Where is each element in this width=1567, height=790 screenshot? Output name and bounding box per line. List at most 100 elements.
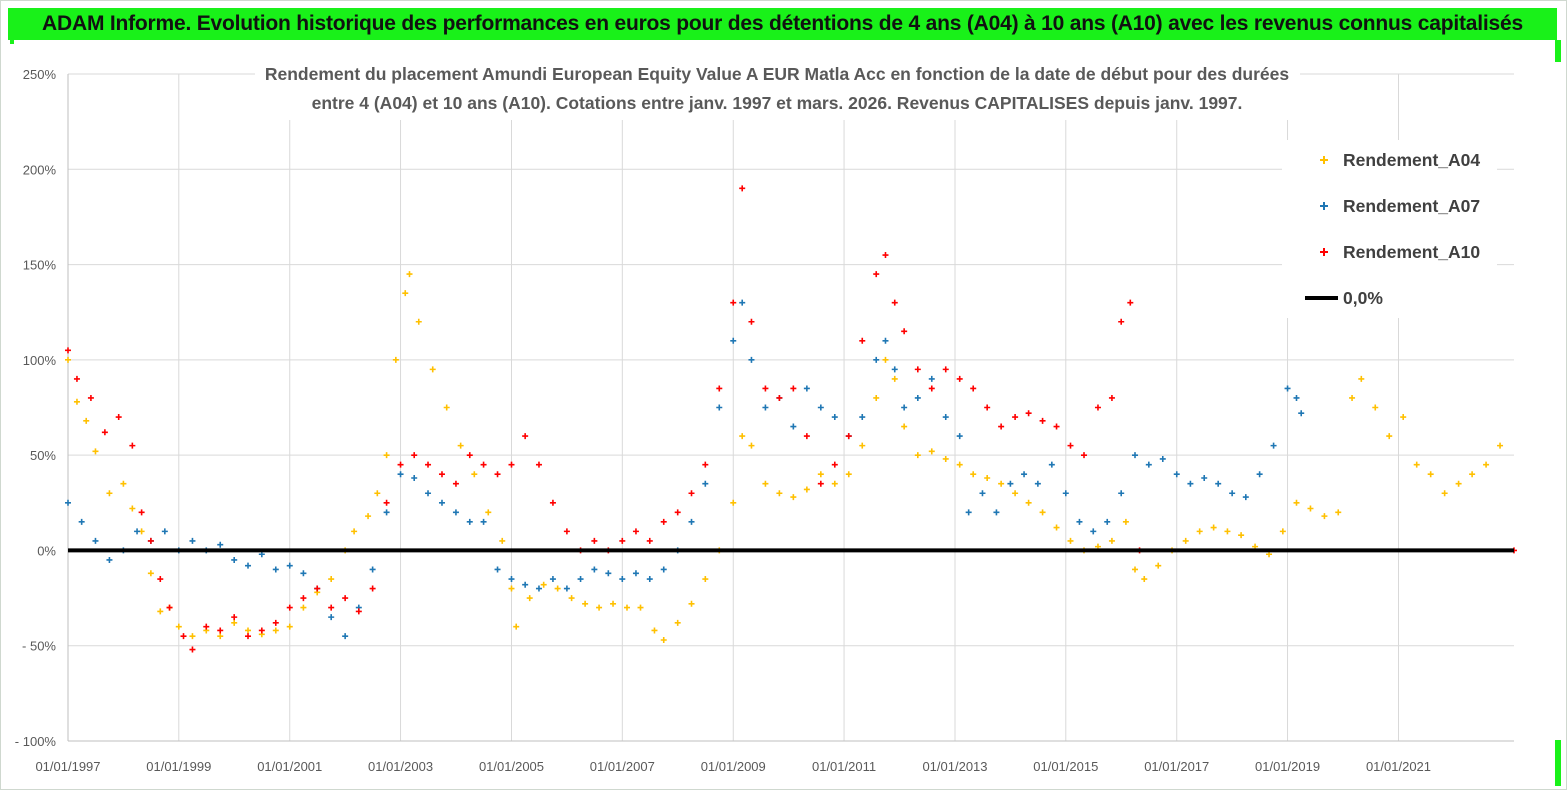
point-rendement-a04 xyxy=(859,442,866,449)
point-rendement-a10 xyxy=(129,442,136,449)
point-rendement-a04 xyxy=(970,471,977,478)
point-rendement-a04 xyxy=(1182,537,1189,544)
point-rendement-a04 xyxy=(415,318,422,325)
point-rendement-a10 xyxy=(1127,299,1134,306)
legend-box xyxy=(1282,140,1497,318)
legend: Rendement_A04 Rendement_A07 Rendement_A10 0… xyxy=(1282,140,1497,318)
point-rendement-a07 xyxy=(632,570,639,577)
point-rendement-a10 xyxy=(1053,423,1060,430)
point-rendement-a10 xyxy=(882,252,889,259)
point-rendement-a07 xyxy=(688,518,695,525)
point-rendement-a07 xyxy=(161,528,168,535)
point-rendement-a07 xyxy=(286,562,293,569)
point-rendement-a07 xyxy=(1270,442,1277,449)
point-rendement-a04 xyxy=(1372,404,1379,411)
point-rendement-a04 xyxy=(513,623,520,630)
point-rendement-a07 xyxy=(762,404,769,411)
point-rendement-a10 xyxy=(748,318,755,325)
point-rendement-a04 xyxy=(1349,394,1356,401)
point-rendement-a07 xyxy=(494,566,501,573)
point-rendement-a10 xyxy=(508,461,515,468)
point-rendement-a04 xyxy=(1335,509,1342,516)
point-rendement-a04 xyxy=(231,619,238,626)
x-tick-label: 01/01/2013 xyxy=(922,759,987,774)
point-rendement-a07 xyxy=(1284,385,1291,392)
point-rendement-a10 xyxy=(138,509,145,516)
point-rendement-a10 xyxy=(998,423,1005,430)
point-rendement-a04 xyxy=(1238,532,1245,539)
point-rendement-a10 xyxy=(300,595,307,602)
point-rendement-a04 xyxy=(1196,528,1203,535)
point-rendement-a04 xyxy=(406,271,413,278)
point-rendement-a10 xyxy=(873,271,880,278)
point-rendement-a04 xyxy=(499,537,506,544)
point-rendement-a07 xyxy=(619,576,626,583)
point-rendement-a07 xyxy=(78,518,85,525)
x-tick-label: 01/01/1999 xyxy=(146,759,211,774)
chart-title-line1: Rendement du placement Amundi European E… xyxy=(265,64,1290,84)
point-rendement-a10 xyxy=(1108,394,1115,401)
point-rendement-a07 xyxy=(1242,494,1249,501)
point-rendement-a04 xyxy=(73,398,80,405)
y-tick-label: 200% xyxy=(23,162,57,177)
point-rendement-a07 xyxy=(739,299,746,306)
point-rendement-a10 xyxy=(231,614,238,621)
point-rendement-a07 xyxy=(993,509,1000,516)
point-rendement-a07 xyxy=(790,423,797,430)
point-rendement-a04 xyxy=(610,600,617,607)
point-rendement-a04 xyxy=(1141,576,1148,583)
point-rendement-a10 xyxy=(383,499,390,506)
point-rendement-a10 xyxy=(901,328,908,335)
point-rendement-a04 xyxy=(402,290,409,297)
point-rendement-a04 xyxy=(328,576,335,583)
point-rendement-a10 xyxy=(591,537,598,544)
point-rendement-a10 xyxy=(1012,414,1019,421)
point-rendement-a10 xyxy=(217,627,224,634)
point-rendement-a07 xyxy=(272,566,279,573)
point-rendement-a10 xyxy=(549,499,556,506)
point-rendement-a07 xyxy=(563,585,570,592)
point-rendement-a10 xyxy=(914,366,921,373)
point-rendement-a04 xyxy=(748,442,755,449)
point-rendement-a10 xyxy=(702,461,709,468)
point-rendement-a04 xyxy=(984,475,991,482)
point-rendement-a10 xyxy=(65,347,71,354)
point-rendement-a07 xyxy=(1118,490,1125,497)
x-tick-label: 01/01/2007 xyxy=(590,759,655,774)
point-rendement-a07 xyxy=(522,581,529,588)
point-rendement-a10 xyxy=(342,595,349,602)
point-rendement-a07 xyxy=(748,356,755,363)
point-rendement-a04 xyxy=(1053,524,1060,531)
point-rendement-a07 xyxy=(803,385,810,392)
point-rendement-a10 xyxy=(1081,452,1088,459)
point-rendement-a04 xyxy=(365,513,372,520)
point-rendement-a07 xyxy=(965,509,972,516)
corner-accent-right-top xyxy=(1555,40,1561,62)
point-rendement-a07 xyxy=(891,366,898,373)
point-rendement-a04 xyxy=(702,576,709,583)
point-rendement-a07 xyxy=(342,633,349,640)
point-rendement-a07 xyxy=(1104,518,1111,525)
legend-label-rendement-a10: Rendement_A10 xyxy=(1343,242,1480,262)
point-rendement-a04 xyxy=(688,600,695,607)
point-rendement-a10 xyxy=(688,490,695,497)
point-rendement-a10 xyxy=(101,429,108,436)
point-rendement-a04 xyxy=(803,486,810,493)
point-rendement-a04 xyxy=(790,494,797,501)
point-rendement-a07 xyxy=(425,490,432,497)
point-rendement-a07 xyxy=(591,566,598,573)
x-axis-ticks: 01/01/1997 01/01/1999 01/01/2001 01/01/2003… xyxy=(35,759,1431,774)
point-rendement-a04 xyxy=(730,499,737,506)
point-rendement-a04 xyxy=(914,452,921,459)
point-rendement-a10 xyxy=(452,480,459,487)
point-rendement-a04 xyxy=(928,448,935,455)
point-rendement-a04 xyxy=(624,604,631,611)
point-rendement-a10 xyxy=(716,385,723,392)
point-rendement-a04 xyxy=(1386,433,1393,440)
point-rendement-a10 xyxy=(425,461,432,468)
data-points xyxy=(65,185,1517,653)
point-rendement-a07 xyxy=(914,394,921,401)
point-rendement-a10 xyxy=(739,185,746,192)
point-rendement-a07 xyxy=(979,490,986,497)
